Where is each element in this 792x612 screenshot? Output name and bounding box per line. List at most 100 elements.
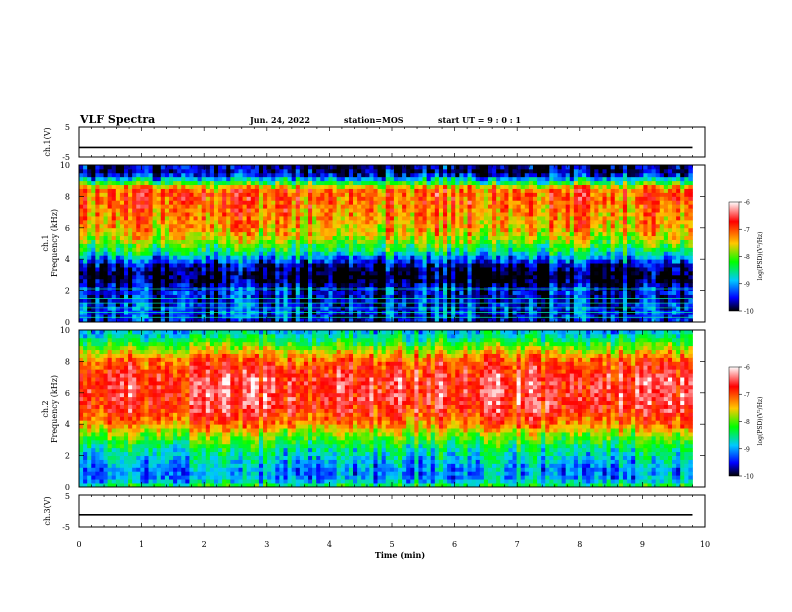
spectrogram-cell bbox=[573, 188, 579, 193]
spectrogram-cell bbox=[164, 223, 170, 229]
spectrogram-cell bbox=[569, 290, 575, 295]
spectrogram-cell bbox=[369, 306, 374, 311]
spectrogram-cell bbox=[242, 255, 248, 260]
spectrogram-cell bbox=[479, 208, 485, 213]
spectrogram-cell bbox=[434, 180, 440, 186]
spectrogram-cell bbox=[123, 192, 129, 197]
spectrogram-cell bbox=[197, 274, 203, 280]
spectrogram-cell bbox=[132, 200, 137, 205]
spectrogram-cell bbox=[308, 184, 313, 189]
spectrogram-cell bbox=[451, 290, 456, 295]
spectrogram-cell bbox=[222, 259, 227, 264]
spectrogram-cell bbox=[381, 267, 387, 272]
spectrogram-cell bbox=[152, 196, 158, 201]
spectrogram-cell bbox=[140, 259, 145, 264]
spectrogram-cell bbox=[115, 212, 121, 217]
spectrogram-cell bbox=[365, 165, 370, 170]
spectrogram-cell bbox=[189, 196, 194, 201]
spectrogram-cell bbox=[287, 227, 293, 233]
spectrogram-cell bbox=[434, 243, 440, 248]
spectrogram-cell bbox=[361, 204, 366, 209]
spectrogram-cell bbox=[430, 302, 436, 307]
spectrogram-cell bbox=[475, 243, 481, 248]
spectrogram-cell bbox=[447, 274, 452, 280]
spectrogram-cell bbox=[303, 263, 309, 268]
spectrogram-cell bbox=[471, 204, 477, 209]
spectrogram-cell bbox=[328, 314, 333, 319]
spectrogram-cell bbox=[128, 227, 133, 233]
spectrogram-cell bbox=[295, 251, 301, 256]
spectrogram-cell bbox=[443, 298, 448, 303]
spectrogram-cell bbox=[402, 219, 407, 225]
spectrogram-cell bbox=[455, 263, 460, 268]
spectrogram-cell bbox=[385, 168, 391, 174]
spectrogram-cell bbox=[258, 302, 264, 307]
spectrogram-cell bbox=[467, 216, 473, 221]
spectrogram-cell bbox=[205, 267, 211, 272]
spectrogram-cell bbox=[573, 306, 579, 311]
spectrogram-cell bbox=[512, 239, 518, 244]
spectrogram-cell bbox=[91, 243, 96, 248]
spectrogram-cell bbox=[140, 227, 145, 233]
spectrogram-cell bbox=[479, 290, 485, 295]
spectrogram-cell bbox=[230, 318, 235, 323]
spectrogram-cell bbox=[132, 223, 137, 229]
spectrogram-cell bbox=[569, 200, 575, 205]
spectrogram-cell bbox=[406, 180, 411, 186]
spectrogram-cell bbox=[569, 219, 575, 225]
spectrogram-cell bbox=[222, 219, 227, 225]
spectrogram-cell bbox=[573, 255, 579, 260]
spectrogram-cell bbox=[222, 196, 227, 201]
spectrogram-cell bbox=[508, 223, 513, 229]
spectrogram-cell bbox=[385, 282, 391, 288]
spectrogram-cell bbox=[156, 239, 162, 244]
spectrogram-cell bbox=[471, 212, 477, 217]
spectrogram-cell bbox=[406, 239, 411, 244]
spectrogram-cell bbox=[303, 176, 309, 182]
spectrogram-cell bbox=[426, 188, 432, 193]
spectrogram-cell bbox=[414, 302, 419, 307]
spectrogram-cell bbox=[475, 227, 481, 233]
spectrogram-cell bbox=[99, 235, 104, 240]
spectrogram-cell bbox=[410, 180, 415, 186]
spectrogram-cell bbox=[475, 176, 481, 182]
spectrogram-cell bbox=[508, 247, 513, 252]
spectrogram-cell bbox=[303, 274, 309, 280]
spectrogram-cell bbox=[238, 204, 243, 209]
spectrogram-cell bbox=[569, 204, 575, 209]
spectrogram-cell bbox=[111, 318, 117, 323]
spectrogram-cell bbox=[226, 318, 231, 323]
spectrogram-cell bbox=[148, 208, 154, 213]
spectrogram-cell bbox=[328, 168, 333, 174]
spectrogram-cell bbox=[144, 223, 149, 229]
spectrogram-cell bbox=[451, 165, 456, 170]
spectrogram-cell bbox=[385, 239, 391, 244]
spectrogram-cell bbox=[283, 255, 288, 260]
spectrogram-cell bbox=[385, 176, 391, 182]
spectrogram-cell bbox=[377, 192, 383, 197]
spectrogram-cell bbox=[275, 263, 280, 268]
spectrogram-cell bbox=[205, 259, 211, 264]
spectrogram-cell bbox=[545, 278, 550, 284]
spectrogram-cell bbox=[267, 278, 272, 284]
spectrogram-cell bbox=[115, 274, 121, 280]
spectrogram-cell bbox=[451, 298, 456, 303]
spectrogram-cell bbox=[557, 306, 562, 311]
spectrogram-cell bbox=[414, 180, 419, 186]
spectrogram-cell bbox=[377, 168, 383, 174]
spectrogram-cell bbox=[316, 184, 321, 189]
spectrogram-cell bbox=[414, 184, 419, 189]
spectrogram-cell bbox=[512, 227, 518, 233]
spectrogram-cell bbox=[569, 282, 575, 288]
spectrogram-cell bbox=[83, 172, 88, 178]
spectrogram-cell bbox=[361, 270, 366, 276]
spectrogram-cell bbox=[250, 255, 256, 260]
spectrogram-cell bbox=[389, 223, 395, 229]
spectrogram-cell bbox=[160, 172, 166, 178]
spectrogram-cell bbox=[128, 294, 133, 299]
spectrogram-cell bbox=[234, 223, 239, 229]
spectrogram-cell bbox=[512, 165, 518, 170]
spectrogram-cell bbox=[136, 184, 141, 189]
spectrogram-cell bbox=[144, 192, 149, 197]
spectrogram-cell bbox=[308, 216, 313, 221]
